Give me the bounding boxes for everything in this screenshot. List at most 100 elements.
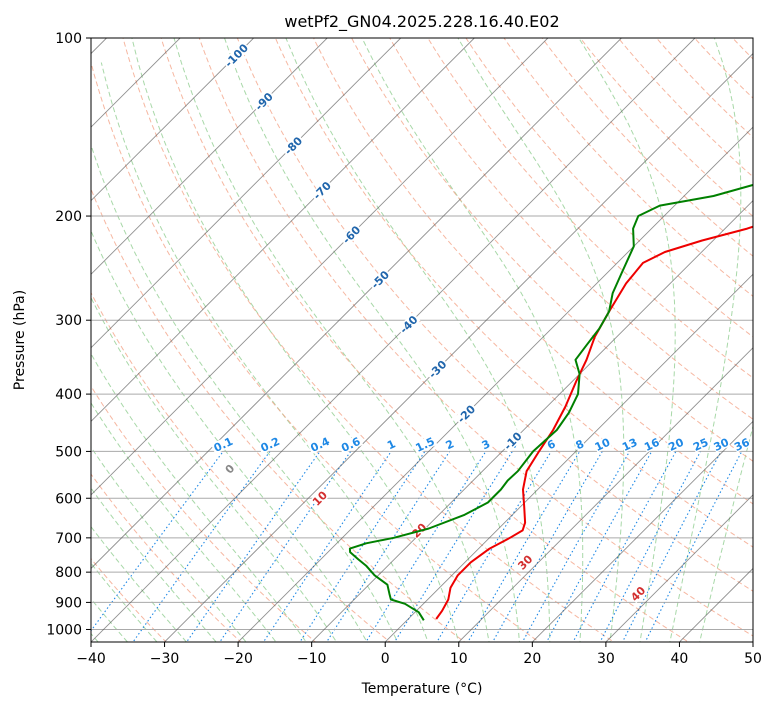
dry-adiabat-line <box>91 291 391 642</box>
mixing-ratio-label-bg <box>691 436 710 453</box>
isotherm-label-bg <box>281 133 306 158</box>
x-tick-label: 30 <box>597 651 615 667</box>
mixing-ratio-label-text: 36 <box>732 436 752 454</box>
moist-adiabat-line <box>91 525 188 642</box>
y-tick-label: 700 <box>55 531 82 547</box>
mixing-ratio-label-bg <box>384 437 398 452</box>
x-tick-label: −30 <box>150 651 180 667</box>
mixing-ratio-label-text: 20 <box>666 436 686 454</box>
x-tick-label: −10 <box>297 651 327 667</box>
isotherm-label-bg <box>396 312 421 337</box>
x-axis-ticks: −40 −30 −20 −10 0 10 20 30 40 50 <box>76 642 762 667</box>
x-tick-label: 10 <box>450 651 468 667</box>
mixing-ratio-line <box>572 451 677 642</box>
mixing-ratio-label-text: 25 <box>691 436 710 454</box>
dry-adiabat-label-bg <box>515 552 535 572</box>
isotherm-line <box>458 347 753 642</box>
mixing-ratio-label: 20 <box>666 436 686 454</box>
moist-adiabat-line <box>224 38 521 642</box>
mixing-ratio-label-bg <box>257 434 283 455</box>
x-tick-label: −20 <box>223 651 253 667</box>
dry-adiabat-line <box>160 38 690 642</box>
mixing-ratio-label-text: 13 <box>620 436 639 454</box>
moist-adiabat-line <box>91 229 368 642</box>
mixing-ratio-label-bg <box>210 434 236 455</box>
dry-adiabat-label-bg <box>310 488 330 508</box>
isotherm-line <box>384 273 753 642</box>
x-tick-label: 50 <box>744 651 762 667</box>
mixing-ratio-line <box>132 451 271 642</box>
isotherm-label-bg <box>339 222 364 247</box>
y-axis-ticks: 1000 900 800 700 600 500 400 300 200 100 <box>46 31 91 638</box>
y-tick-label: 400 <box>55 387 82 403</box>
moist-adiabat-line <box>91 446 247 642</box>
isotherm-line <box>605 494 753 642</box>
dry-adiabat-line <box>313 38 753 505</box>
mixing-ratio-label-text: 30 <box>712 436 732 454</box>
x-tick-label: 0 <box>381 651 390 667</box>
mixing-ratio-line <box>545 451 653 642</box>
moist-adiabat-line <box>91 352 307 642</box>
isotherm-label-bg <box>425 357 450 382</box>
dry-adiabat-line <box>389 38 753 420</box>
x-tick-label: −40 <box>76 651 106 667</box>
mixing-ratio-label-bg <box>711 436 731 453</box>
mixing-ratio-label-text: 10 <box>593 436 613 454</box>
mixing-ratio-label: 25 <box>691 436 710 454</box>
isotherm-line <box>91 38 328 275</box>
line-labels: 0.10.20.40.611.52346810131620253036-100-… <box>210 41 752 604</box>
isotherm-label-bg <box>251 89 276 114</box>
mixing-ratio-label-text: 16 <box>642 436 662 454</box>
isotherm-line <box>532 420 753 642</box>
moist-adiabat-line <box>91 487 217 642</box>
isotherm-label-bg <box>500 429 525 453</box>
mixing-ratio-line <box>644 451 743 642</box>
y-tick-label: 600 <box>55 491 82 507</box>
isotherm-line <box>91 38 549 496</box>
moist-adiabat-line <box>91 562 158 642</box>
dry-adiabat-label-bg <box>628 584 648 604</box>
y-axis-label: Pressure (hPa) <box>12 290 28 390</box>
mixing-ratio-label: 30 <box>711 436 732 454</box>
isotherm-label-bg <box>222 41 251 70</box>
mixing-ratio-label: 10 <box>593 436 613 454</box>
y-tick-label: 300 <box>55 313 82 329</box>
dry-adiabat-line <box>91 473 242 642</box>
axes-frame <box>90 37 754 643</box>
isotherm-line <box>311 200 753 642</box>
mixing-ratio-line <box>521 451 631 642</box>
mixing-ratio-label-bg <box>666 436 686 453</box>
isotherm-label-bg <box>454 402 479 426</box>
mixing-ratio-line <box>436 451 552 642</box>
mixing-ratio-label-bg <box>479 437 493 452</box>
sounding-series <box>348 183 753 621</box>
moist-adiabat-line <box>91 143 399 642</box>
mixing-ratio-label-bg <box>620 436 639 453</box>
isotherm-label-bg <box>310 178 334 203</box>
dry-adiabat-line <box>91 385 317 642</box>
mixing-ratio-label-bg <box>412 434 438 455</box>
mixing-ratio-line <box>299 451 426 642</box>
mixing-ratio-label-bg <box>732 436 752 453</box>
dry-adiabat-label-bg <box>222 461 237 476</box>
plot-area: 0.10.20.40.611.52346810131620253036-100-… <box>91 38 753 642</box>
mixing-ratio-label-bg <box>443 437 457 452</box>
mixing-ratio-label: 13 <box>620 436 639 454</box>
mixing-ratio-label: 16 <box>642 436 662 454</box>
moist-adiabat-line <box>669 38 742 642</box>
mixing-ratio-line <box>492 451 603 642</box>
isotherm-line <box>91 38 696 642</box>
mixing-ratio-label-bg <box>642 436 662 453</box>
dry-adiabat-line <box>427 38 753 379</box>
mixing-ratio-label: 36 <box>732 436 752 454</box>
moist-adiabat-line <box>91 598 129 642</box>
y-tick-label: 100 <box>55 31 82 47</box>
mixing-ratio-line <box>185 451 321 642</box>
mixing-ratio-label-bg <box>544 437 558 452</box>
mixing-ratio-line <box>262 451 392 642</box>
mixing-ratio-label-bg <box>307 434 333 455</box>
mixing-ratio-line <box>219 451 352 642</box>
isotherm-line <box>91 38 254 202</box>
